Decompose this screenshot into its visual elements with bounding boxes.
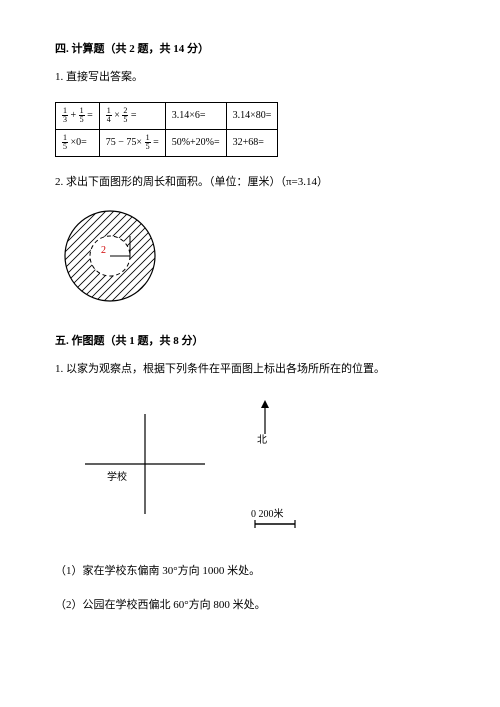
cell: 3.14×80= (226, 102, 278, 129)
frac-d: 5 (79, 116, 85, 124)
frac-d: 5 (122, 116, 128, 124)
radius-label: 2 (101, 245, 106, 256)
s4-q2: 2. 求出下面图形的周长和面积。（单位：厘米）（π=3.14） (55, 173, 445, 193)
school-label: 学校 (107, 469, 127, 487)
s5-sub2: （2）公园在学校西偏北 60°方向 800 米处。 (55, 596, 445, 616)
cell: 15 ×0= (56, 129, 100, 156)
table-row: 13 + 15 = 14 × 25 = 3.14×6= 3.14×80= (56, 102, 278, 129)
calc-table: 13 + 15 = 14 × 25 = 3.14×6= 3.14×80= 15 … (55, 102, 278, 157)
frac-d: 3 (62, 116, 68, 124)
eq: ×0= (71, 137, 87, 148)
section5-title: 五. 作图题（共 1 题，共 8 分） (55, 332, 445, 352)
cell: 75 − 75× 15 = (99, 129, 165, 156)
cell: 3.14×6= (165, 102, 226, 129)
cell: 14 × 25 = (99, 102, 165, 129)
map-figure: 北 学校 0 200米 (55, 394, 335, 544)
s5-sub1: （1）家在学校东偏南 30°方向 1000 米处。 (55, 562, 445, 582)
scale-label: 0 200米 (251, 506, 284, 524)
eq: = (87, 110, 93, 121)
table-row: 15 ×0= 75 − 75× 15 = 50%+20%= 32+68= (56, 129, 278, 156)
frac-d: 5 (145, 143, 151, 151)
frac-d: 5 (62, 143, 68, 151)
cell: 50%+20%= (165, 129, 226, 156)
txt: 75 − 75× (106, 137, 142, 148)
eq: = (153, 137, 159, 148)
s4-q1: 1. 直接写出答案。 (55, 68, 445, 88)
cell: 32+68= (226, 129, 278, 156)
section4-title: 四. 计算题（共 2 题，共 14 分） (55, 40, 445, 60)
cell: 13 + 15 = (56, 102, 100, 129)
frac-d: 4 (106, 116, 112, 124)
s5-q1: 1. 以家为观察点，根据下列条件在平面图上标出各场所所在的位置。 (55, 360, 445, 380)
eq: = (131, 110, 137, 121)
north-label: 北 (257, 432, 267, 450)
circle-figure: 2 (55, 206, 445, 314)
